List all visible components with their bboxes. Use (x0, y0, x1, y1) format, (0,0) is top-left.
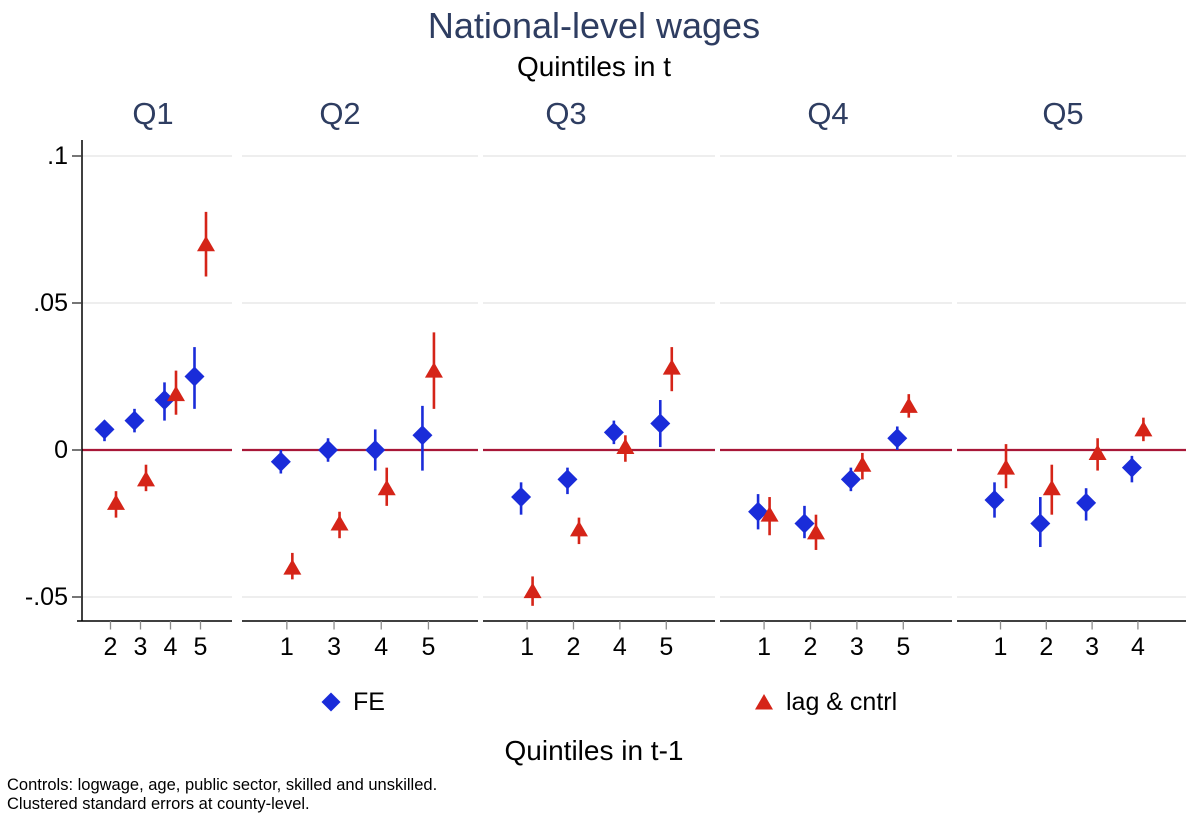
lag-marker-icon (377, 479, 396, 496)
lag-marker-icon (760, 506, 779, 522)
x-tick-label: 2 (103, 633, 118, 661)
lag-marker-icon (283, 559, 302, 575)
chart-title: National-level wages (427, 5, 761, 46)
x-tick-label: 5 (896, 633, 911, 661)
x-tick-label: 3 (133, 633, 148, 661)
x-tick-label: 4 (374, 633, 389, 661)
lag-marker-icon (137, 470, 155, 487)
note-line-1: Controls: logwage, age, public sector, s… (7, 776, 438, 794)
y-tick-label: -.05 (24, 583, 68, 611)
x-tick-label: 5 (193, 633, 208, 661)
x-tick-label: 1 (520, 633, 535, 661)
fe-marker-icon (318, 440, 339, 460)
x-tick-label: 3 (849, 633, 864, 661)
lag-marker-icon (806, 523, 825, 540)
fe-marker-icon (124, 410, 145, 431)
lag-marker-icon (1088, 444, 1107, 460)
fe-marker-icon (94, 419, 115, 440)
fe-marker-icon (603, 422, 624, 443)
lag-marker-icon (1042, 479, 1061, 496)
fe-marker-icon (1121, 457, 1142, 478)
x-tick-label: 3 (327, 633, 341, 661)
x-tick-label: 4 (163, 633, 178, 661)
lag-marker-icon (197, 235, 215, 252)
lag-marker-icon (424, 362, 443, 378)
x-tick-label: 4 (612, 633, 627, 661)
fe-marker-icon (1076, 492, 1097, 513)
x-tick-label: 2 (803, 633, 818, 661)
y-tick-label: .05 (33, 289, 68, 317)
y-tick-label: 0 (54, 436, 68, 464)
panel-header-q1: Q1 (132, 96, 174, 131)
note-line-2: Clustered standard errors at county-leve… (7, 794, 310, 813)
panel-header-q3: Q3 (545, 96, 587, 131)
fe-marker-icon (887, 428, 908, 449)
lag-marker-icon (853, 456, 872, 472)
lag-marker-icon (107, 494, 125, 510)
legend-item-lag: lag & cntrl (753, 687, 897, 717)
lag-marker-icon (330, 515, 349, 531)
x-tick-label: 1 (279, 633, 294, 661)
x-tick-label: 3 (1085, 633, 1100, 661)
x-tick-label: 1 (993, 633, 1008, 661)
fe-marker-icon (412, 425, 433, 446)
fe-marker-icon (748, 501, 769, 522)
fe-marker-icon (984, 489, 1005, 510)
chart-subtitle: Quintiles in t (516, 51, 672, 82)
lag-marker-icon (616, 438, 635, 455)
fe-marker-icon (840, 469, 861, 490)
fe-marker-icon (794, 513, 815, 534)
legend-item-fe: FE (320, 687, 385, 717)
lag-marker-icon (997, 459, 1016, 475)
legend-label-fe: FE (353, 687, 385, 716)
x-tick-label: 2 (1039, 633, 1054, 661)
panel-header-q5: Q5 (1042, 96, 1084, 131)
fe-marker-icon (511, 487, 532, 508)
lag-marker-icon (1134, 420, 1153, 437)
panel-header-q4: Q4 (807, 96, 849, 131)
lag-marker-icon (523, 582, 542, 599)
fe-marker-icon (270, 451, 291, 472)
fe-diamond-icon (321, 692, 341, 712)
x-tick-label: 5 (659, 633, 674, 661)
fe-marker-icon (557, 469, 578, 490)
lag-marker-icon (662, 359, 681, 375)
x-axis-title: Quintiles in t-1 (504, 735, 684, 766)
x-tick-label: 5 (421, 633, 436, 661)
fe-marker-icon (154, 390, 175, 411)
y-tick-label: .1 (47, 142, 68, 170)
panel-header-q2: Q2 (319, 96, 361, 131)
legend-label-lag: lag & cntrl (786, 687, 898, 716)
lag-marker-icon (167, 385, 185, 402)
x-tick-label: 2 (566, 633, 581, 661)
fe-marker-icon (1030, 513, 1051, 534)
chart-notes: Controls: logwage, age, public sector, s… (7, 776, 437, 813)
fe-marker-icon (650, 413, 671, 434)
lag-marker-icon (899, 397, 918, 413)
x-tick-label: 1 (757, 633, 772, 661)
lag-marker-icon (569, 520, 588, 537)
fe-marker-icon (365, 440, 386, 460)
lag-triangle-icon (755, 694, 773, 710)
fe-marker-icon (184, 366, 205, 387)
x-tick-label: 4 (1130, 633, 1145, 661)
